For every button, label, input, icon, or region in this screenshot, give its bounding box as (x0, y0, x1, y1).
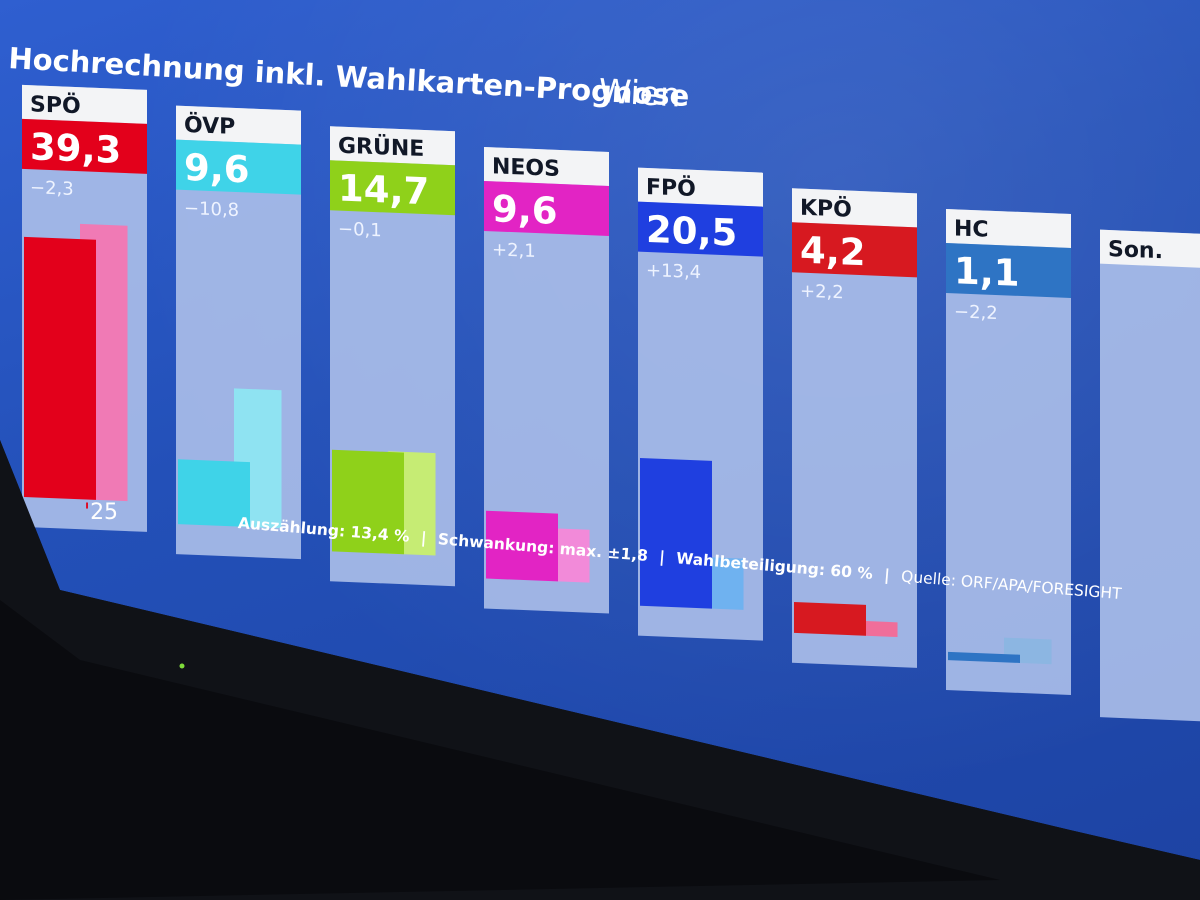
party-name: FPÖ (646, 174, 696, 202)
party-column-2: GRÜNE 14,7 −0,1 (330, 126, 455, 587)
party-name: SPÖ (30, 91, 81, 119)
value-label: 1,1 (954, 249, 1020, 295)
party-column-6: HC 1,1 −2,2 (946, 208, 1071, 696)
party-column-7: Son. (1100, 229, 1200, 723)
bar-columns: SPÖ 39,3 −2,3 ÖVP 9,6 −10,8 GRÜNE 14,7 −0,1 NEOS 9… (22, 84, 1200, 723)
value-label: 9,6 (184, 146, 250, 192)
party-name: GRÜNE (338, 133, 424, 162)
value-label: 9,6 (492, 187, 558, 233)
party-name: NEOS (492, 154, 560, 182)
value-box (484, 180, 609, 236)
value-box (946, 242, 1071, 299)
change-label: +2,1 (492, 239, 536, 262)
party-name: KPÖ (800, 195, 852, 223)
party-column-5: KPÖ 4,2 +2,2 (792, 188, 917, 668)
value-label: 4,2 (800, 229, 866, 275)
party-header (330, 126, 455, 166)
footer-separator-3: | (883, 566, 890, 585)
change-label: −2,3 (30, 177, 74, 200)
column-panel (1100, 229, 1200, 723)
bar-current (24, 236, 96, 500)
party-header (176, 105, 301, 145)
party-column-0: SPÖ 39,3 −2,3 (22, 84, 147, 532)
change-label: −2,2 (954, 301, 998, 324)
footer-separator-2: | (658, 548, 665, 567)
party-header (484, 146, 609, 186)
value-label: 14,7 (338, 167, 429, 214)
party-header (638, 167, 763, 207)
party-header (1100, 229, 1200, 269)
party-name: Son. (1108, 237, 1163, 264)
value-label: 20,5 (646, 208, 737, 255)
change-label: −10,8 (184, 198, 239, 221)
logo-text: '25 (84, 500, 118, 525)
bar-current (640, 457, 712, 609)
change-label: −0,1 (338, 219, 382, 242)
value-box (176, 139, 301, 195)
party-name: ÖVP (184, 112, 235, 140)
logo-number: 25 (90, 500, 118, 525)
party-column-1: ÖVP 9,6 −10,8 (176, 105, 301, 560)
value-box (792, 222, 917, 278)
party-name: HC (954, 216, 989, 242)
footer-separator-1: | (420, 529, 427, 548)
bar-current (794, 601, 866, 636)
value-box (22, 118, 147, 174)
change-label: +2,2 (800, 281, 844, 304)
party-header (792, 188, 917, 228)
party-header (22, 84, 147, 124)
value-label: 39,3 (30, 125, 121, 172)
change-label: +13,4 (646, 260, 701, 283)
value-box (330, 160, 455, 216)
value-box (638, 201, 763, 257)
chart-region: Wien (598, 71, 682, 115)
party-header (946, 208, 1071, 249)
